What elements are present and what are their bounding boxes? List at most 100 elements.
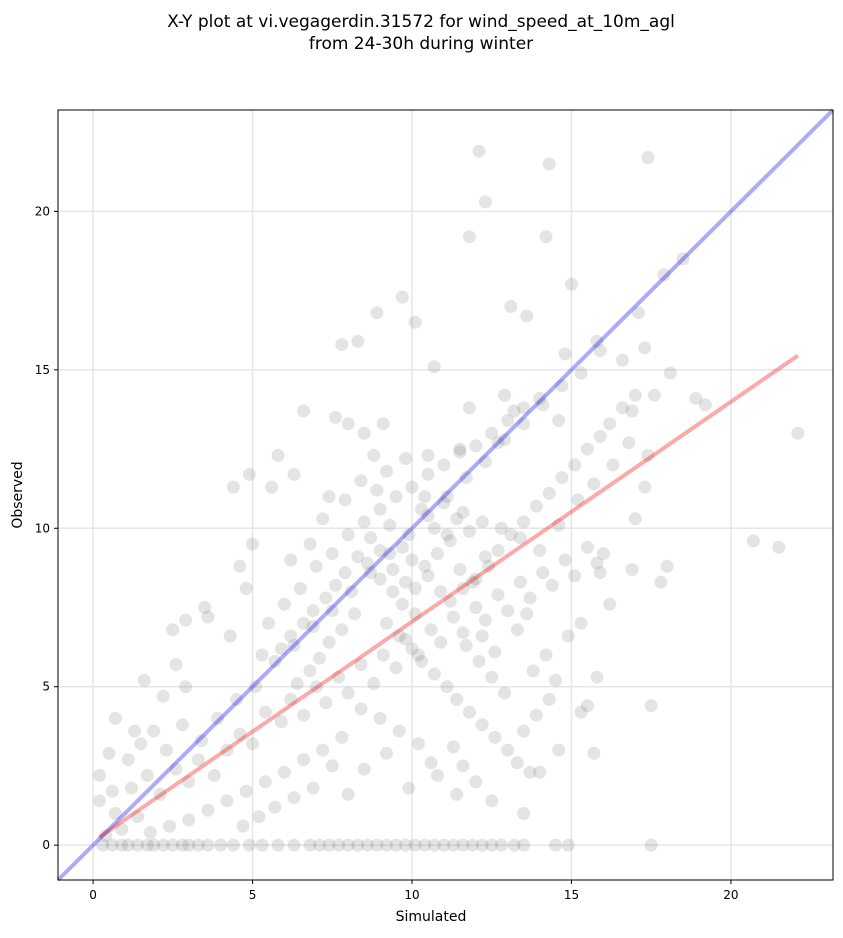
data-point (348, 607, 362, 621)
data-point (440, 528, 454, 542)
plot-frame (57, 109, 834, 881)
data-point (533, 391, 547, 405)
data-point (297, 753, 311, 767)
data-point (395, 597, 409, 611)
data-point (191, 753, 205, 767)
data-point (415, 654, 429, 668)
data-point (555, 379, 569, 393)
data-point (290, 677, 304, 690)
data-point (517, 838, 531, 852)
x-tick-label: 15 (564, 888, 579, 902)
data-point (552, 743, 566, 757)
data-point (558, 553, 572, 567)
data-point (590, 334, 604, 348)
x-tick-label: 20 (723, 888, 738, 902)
data-point (456, 626, 470, 640)
data-point (277, 597, 291, 611)
data-point (313, 651, 326, 665)
data-point (344, 585, 358, 599)
data-point (654, 575, 668, 589)
data-point (453, 442, 467, 456)
data-point (660, 559, 674, 573)
x-tick-label: 10 (404, 888, 419, 902)
data-point (431, 768, 444, 782)
data-point (144, 826, 157, 839)
data-point (421, 448, 435, 462)
data-point (539, 648, 553, 662)
data-point (121, 838, 135, 852)
data-point (443, 534, 457, 548)
data-point (134, 737, 148, 751)
data-point (230, 692, 244, 706)
data-point (376, 648, 390, 662)
data-point (418, 838, 432, 852)
data-point (389, 490, 403, 504)
data-point (469, 572, 483, 586)
data-point (421, 509, 435, 523)
data-point (504, 300, 518, 313)
data-point (223, 629, 237, 643)
data-point (373, 502, 387, 516)
data-point (354, 658, 368, 671)
data-point (249, 680, 263, 694)
data-point (469, 601, 483, 614)
y-tick-label: 5 (42, 680, 50, 694)
data-point (539, 230, 553, 244)
data-point (306, 781, 320, 795)
data-point (491, 588, 505, 602)
data-point (242, 467, 256, 481)
data-point (236, 819, 250, 833)
data-point (641, 151, 655, 164)
data-point (475, 718, 489, 732)
data-point (606, 458, 620, 472)
data-point (498, 686, 511, 700)
data-point (239, 784, 253, 798)
data-point (277, 765, 291, 779)
data-point (316, 743, 330, 757)
data-point (647, 388, 661, 402)
data-point (424, 623, 438, 637)
data-point (179, 613, 193, 627)
data-point (574, 366, 588, 380)
data-point (513, 531, 527, 545)
data-point (395, 540, 409, 554)
data-point (93, 794, 106, 808)
data-point (415, 502, 429, 516)
data-point (332, 838, 346, 852)
data-point (309, 559, 323, 573)
data-point (568, 458, 582, 472)
data-point (494, 521, 508, 535)
data-point (297, 616, 311, 630)
data-point (102, 746, 116, 760)
data-point (447, 740, 460, 754)
data-point (574, 705, 588, 719)
data-point (287, 467, 301, 481)
data-point (791, 426, 805, 440)
data-point (450, 512, 464, 526)
data-point (418, 559, 432, 573)
data-point (246, 537, 259, 551)
data-point (644, 699, 658, 713)
data-point (335, 730, 349, 744)
data-point (533, 544, 547, 557)
data-point (380, 838, 393, 852)
data-point (689, 391, 703, 405)
data-point (447, 838, 460, 852)
axis-ticks: 0 5 10 15 20 0 5 10 15 20 (35, 204, 739, 902)
data-point (580, 540, 594, 554)
data-point (341, 686, 355, 700)
data-point (159, 743, 173, 757)
data-point (434, 635, 448, 649)
data-point (501, 743, 515, 757)
data-point (316, 512, 330, 526)
chart-title-line-2: from 24-30h during winter (309, 34, 533, 54)
data-point (625, 563, 639, 576)
data-point (596, 547, 610, 561)
data-point (545, 578, 559, 592)
data-point (421, 467, 435, 481)
data-point (437, 838, 451, 852)
data-point (255, 838, 269, 852)
data-point (450, 692, 464, 706)
data-point (262, 616, 275, 630)
